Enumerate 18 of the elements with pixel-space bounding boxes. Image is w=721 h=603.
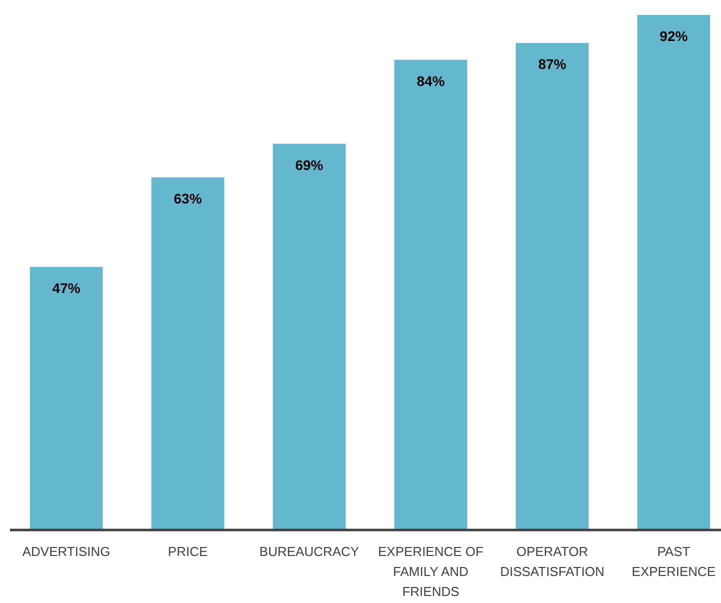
bar [30, 266, 103, 530]
data-label: 47% [52, 280, 81, 296]
data-label: 63% [174, 190, 202, 206]
bar [394, 60, 468, 530]
data-label: 69% [295, 156, 324, 173]
x-tick-label: BUREAUCRACY [259, 544, 360, 559]
bar [637, 15, 710, 530]
x-tick-label: OPERATOR DISSATISFATION [500, 544, 604, 579]
data-label: 87% [538, 56, 567, 72]
data-label: 84% [416, 72, 446, 89]
x-tick-label: PAST EXPERIENCE [632, 544, 716, 579]
x-tick-label: EXPERIENCE OF FAMILY AND FRIENDS [378, 544, 484, 599]
x-tick-label: PRICE [168, 544, 208, 559]
bar [516, 42, 589, 530]
data-label: 92% [660, 28, 688, 44]
x-tick-label: ADVERTISING [22, 544, 110, 559]
bar [272, 144, 346, 530]
bar [151, 177, 224, 530]
